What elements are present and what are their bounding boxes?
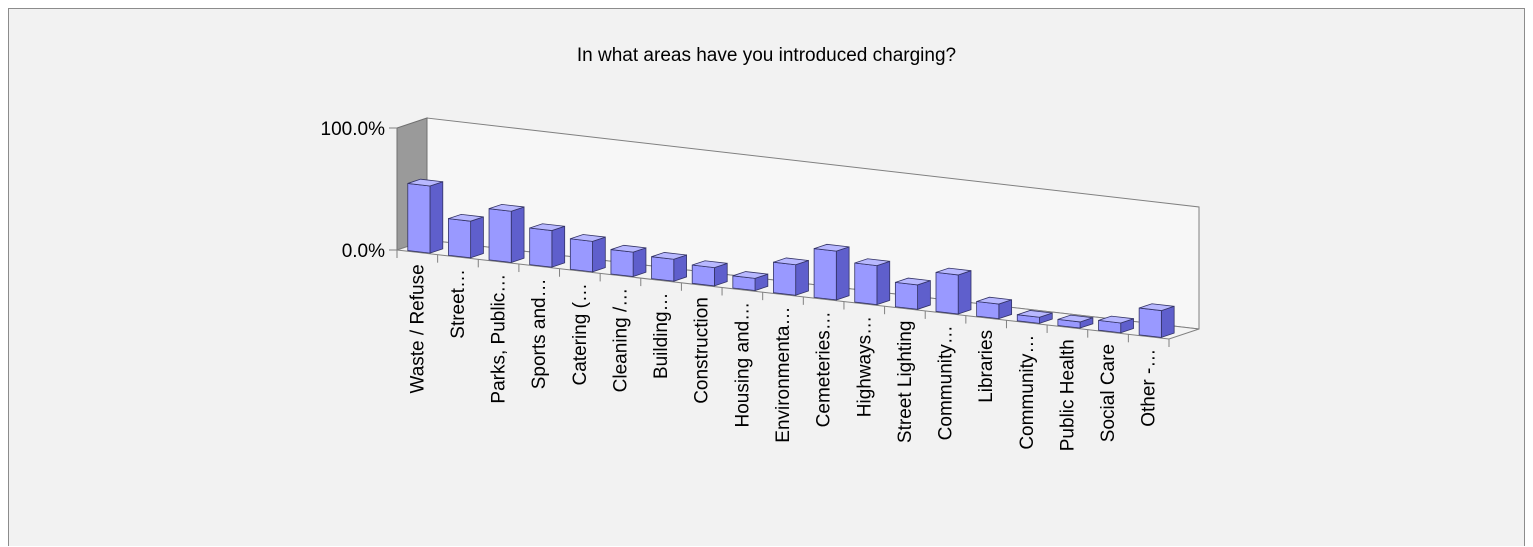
bar-side <box>470 216 484 259</box>
bar-side <box>632 247 647 278</box>
bar-front <box>976 301 1000 320</box>
bar-front <box>651 256 675 282</box>
bar-front <box>488 208 512 263</box>
bar-side <box>592 236 606 273</box>
bar-top <box>1139 303 1175 311</box>
x-category-label: Street… <box>448 269 469 339</box>
bar-top <box>813 243 850 252</box>
bar-top <box>976 296 1012 305</box>
bar-top <box>1098 315 1134 324</box>
x-category-label: Street Lighting <box>895 321 916 444</box>
bar <box>651 252 687 282</box>
chart-frame: In what areas have you introduced chargi… <box>8 8 1525 546</box>
x-category-label: Building… <box>651 292 672 379</box>
chart-title: In what areas have you introduced chargi… <box>576 45 957 66</box>
y-tick-label: 0.0% <box>342 241 385 262</box>
x-category-label: Parks, Public… <box>489 274 510 404</box>
bar <box>529 223 566 268</box>
bar-front <box>610 249 634 277</box>
bar-top <box>448 213 484 222</box>
bar <box>1138 303 1175 338</box>
x-category-label: Community… <box>1017 335 1038 450</box>
bar <box>691 260 728 287</box>
x-category-label: Sports and… <box>529 278 550 389</box>
bar-top <box>895 277 931 286</box>
bar-side <box>876 260 891 306</box>
bar <box>935 267 972 315</box>
bar-side <box>957 270 972 315</box>
bar <box>569 234 606 273</box>
x-category-label: Construction <box>692 297 713 404</box>
bar <box>1057 314 1094 329</box>
bar-side <box>429 181 444 254</box>
x-category-label: Public Health <box>1057 339 1078 451</box>
x-category-label: Other -… <box>1139 349 1160 427</box>
bar-top <box>1057 314 1094 323</box>
bar-top <box>610 244 647 253</box>
bar <box>773 257 809 296</box>
bar-front <box>691 264 715 287</box>
bar-side <box>551 225 566 268</box>
bar-front <box>448 218 472 259</box>
bar-top <box>651 252 687 260</box>
bar <box>813 243 850 301</box>
x-category-label: Catering (… <box>570 283 591 385</box>
plot-area: 0.0% 100.0% Waste / Refuse Street… Parks, Pu… <box>321 117 1200 451</box>
x-category-label: Community… <box>936 325 957 440</box>
x-category-label: Housing and… <box>732 302 753 428</box>
bar-top <box>488 203 525 212</box>
x-category-label: Cemeteries… <box>814 311 835 427</box>
bar-front <box>813 248 837 301</box>
bar-side <box>795 259 809 296</box>
bar-top <box>570 234 606 242</box>
bar-front <box>854 262 878 306</box>
bar-front <box>529 227 553 268</box>
bar <box>1098 315 1134 334</box>
x-category-label: Environmenta… <box>773 307 794 443</box>
bar-top <box>529 223 565 231</box>
bar-top <box>773 257 809 266</box>
bar <box>488 203 525 264</box>
chart-plot: 0.0% 100.0% Waste / Refuse Street… Parks, Pu… <box>321 117 1200 451</box>
bar-front <box>569 238 593 273</box>
x-category-label: Libraries <box>976 330 997 403</box>
y-tick-label: 100.0% <box>321 119 386 140</box>
bar-top <box>692 260 728 268</box>
bar-front <box>773 261 797 296</box>
x-category-label: Highways… <box>854 316 875 417</box>
bar-top <box>1017 310 1053 318</box>
bar <box>1016 310 1053 324</box>
bar <box>894 277 931 310</box>
bar <box>610 244 647 278</box>
bar <box>732 271 769 292</box>
bar-front <box>1138 307 1162 338</box>
bar-top <box>854 258 890 266</box>
bar <box>976 296 1013 320</box>
bar-side <box>510 206 525 264</box>
bar <box>407 178 444 254</box>
bar-top <box>732 271 768 279</box>
bar-front <box>407 182 431 254</box>
x-category-label: Waste / Refuse <box>407 264 428 393</box>
bar-side <box>1160 305 1175 338</box>
x-category-label: Social Care <box>1098 344 1119 442</box>
bar-top <box>935 267 972 276</box>
bar-front <box>894 281 918 310</box>
bar <box>448 213 484 259</box>
bar-front <box>935 271 959 315</box>
x-category-label: Cleaning /… <box>610 288 631 393</box>
bar-side <box>835 246 850 301</box>
bar <box>854 258 891 306</box>
bar-side <box>917 280 931 310</box>
bar-top <box>407 178 443 187</box>
